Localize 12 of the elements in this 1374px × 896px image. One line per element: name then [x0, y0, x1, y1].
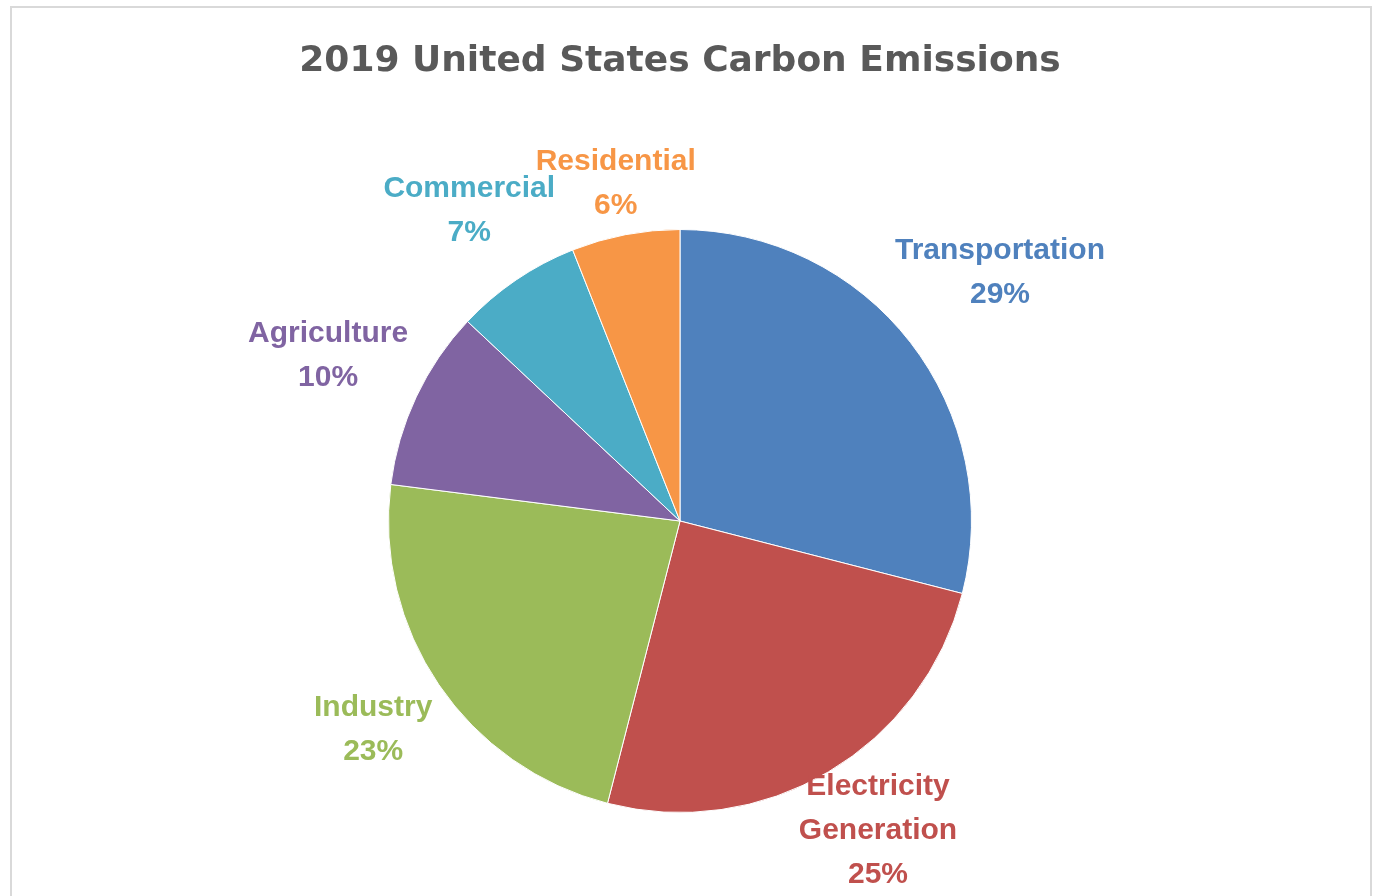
slice-label: Transportation — [894, 232, 1105, 266]
data-label: 10% — [298, 358, 359, 392]
data-label: 6% — [594, 187, 638, 221]
slice-label: Commercial — [383, 170, 556, 204]
data-label: 23% — [343, 732, 404, 766]
slice-label: Industry — [314, 688, 433, 722]
data-label: 7% — [447, 214, 491, 248]
slice-label: Agriculture — [248, 314, 409, 348]
chart-title: 2019 United States Carbon Emissions — [299, 38, 1061, 80]
data-label: 29% — [969, 276, 1030, 310]
data-label: 25% — [847, 856, 909, 890]
slice-label: Electricity Generation — [798, 768, 958, 846]
